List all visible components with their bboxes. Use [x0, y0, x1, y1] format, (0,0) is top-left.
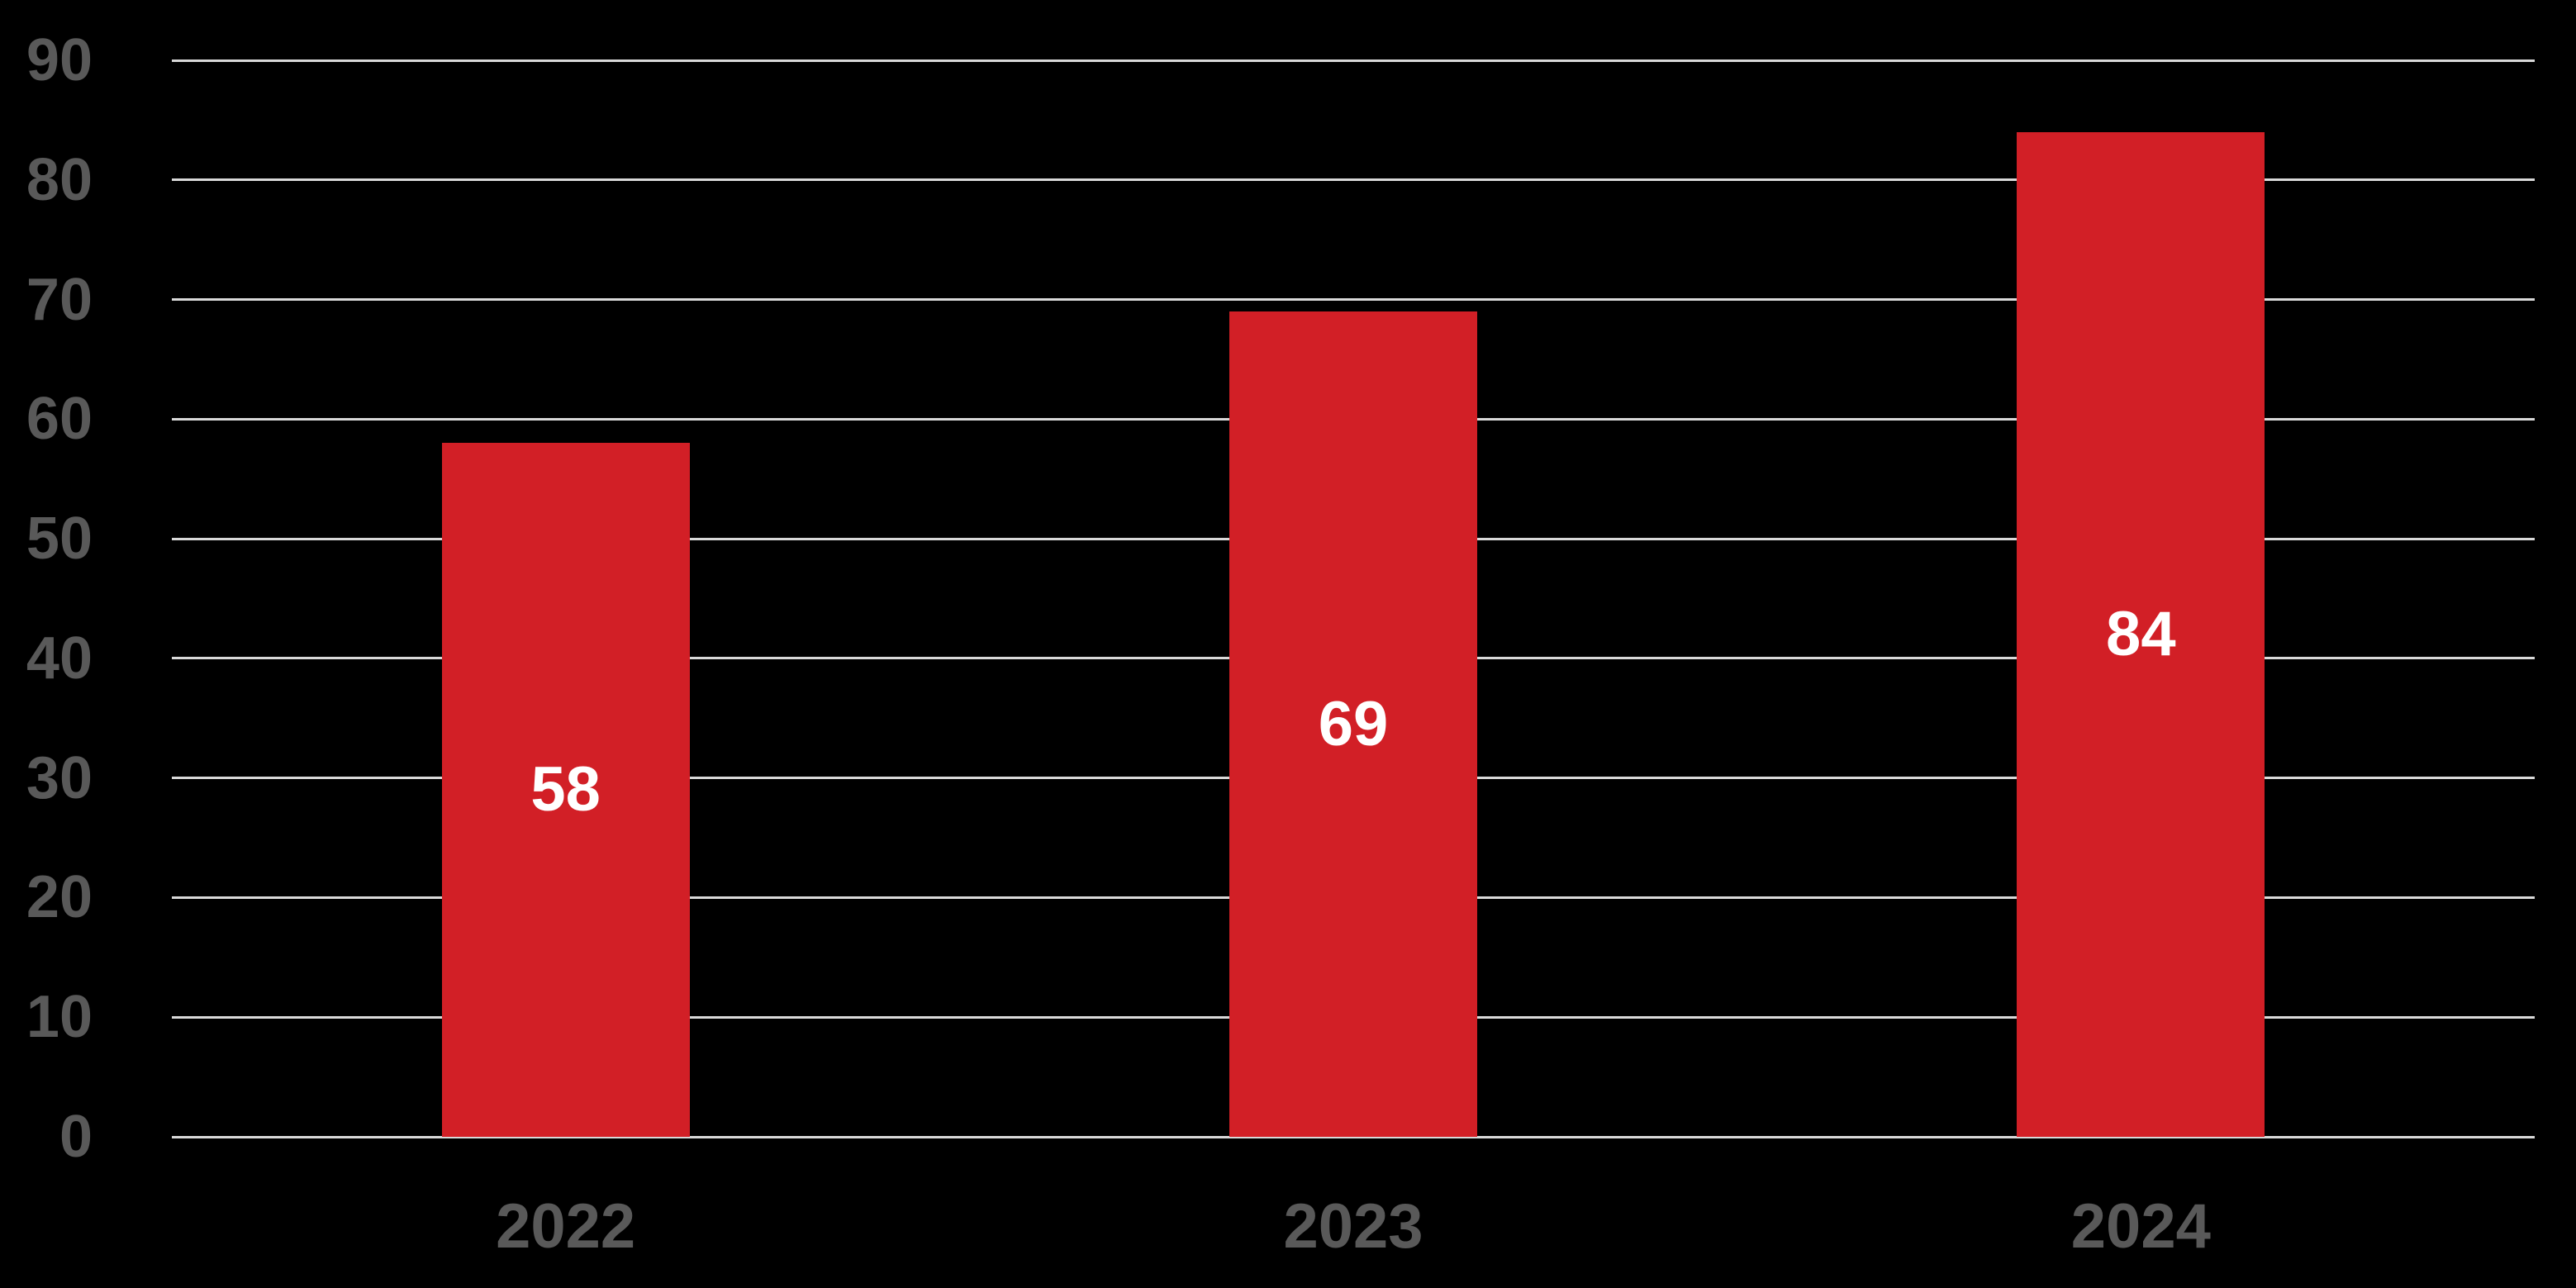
y-tick-label: 20: [26, 864, 93, 931]
bar-2024: [2017, 131, 2265, 1137]
bar-value-label: 58: [530, 754, 601, 825]
gridline: [172, 298, 2535, 302]
y-tick-label: 60: [26, 386, 93, 453]
x-tick-label-2022: 2022: [496, 1191, 636, 1262]
y-tick-label: 30: [26, 744, 93, 811]
bar-2023: [1229, 311, 1477, 1137]
y-tick-label: 50: [26, 506, 93, 573]
x-tick-label-2024: 2024: [2070, 1191, 2211, 1262]
gridline: [172, 178, 2535, 182]
x-tick-label-2023: 2023: [1283, 1191, 1423, 1262]
bar-value-label: 69: [1318, 688, 1389, 759]
bar-2022: [441, 443, 690, 1137]
y-tick-label: 0: [59, 1104, 93, 1170]
y-tick-label: 80: [26, 146, 93, 213]
bar-value-label: 84: [2106, 598, 2176, 669]
y-tick-label: 70: [26, 266, 93, 333]
gridline: [172, 59, 2535, 62]
y-tick-label: 10: [26, 984, 93, 1051]
y-tick-label: 90: [26, 27, 93, 93]
y-tick-label: 40: [26, 625, 93, 692]
x-axis-line: [172, 1135, 2535, 1138]
